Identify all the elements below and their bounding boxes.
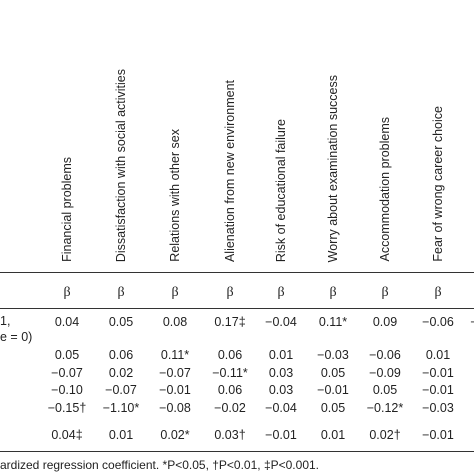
cell: −0.10 — [51, 383, 83, 397]
row-label: 1, — [0, 314, 11, 328]
cell: 0.17‡ — [214, 315, 246, 329]
cell: 0.05 — [320, 366, 346, 380]
cell: −0.03 — [317, 348, 349, 362]
cell: −0.08 — [159, 401, 191, 415]
footnote: ardized regression coefficient. *P<0.05,… — [0, 458, 319, 472]
cell: −0.07 — [105, 383, 137, 397]
beta-label: β — [381, 285, 389, 300]
column-header: Dissatisfaction with social activities — [114, 69, 128, 263]
rule — [0, 451, 474, 452]
cell: −0.01 — [422, 366, 454, 380]
column-header: Worry about examination success — [326, 75, 340, 263]
cell: −0.07 — [51, 366, 83, 380]
cell: 0.01 — [425, 348, 451, 362]
cell: −0.01 — [317, 383, 349, 397]
cell: −0.04 — [265, 315, 297, 329]
column-header: Risk of educational failure — [274, 119, 288, 263]
cell: 0.05 — [108, 315, 134, 329]
cell: −0.01 — [159, 383, 191, 397]
column-header: Fear of wrong career choice — [431, 106, 445, 262]
cell: −0.03 — [422, 401, 454, 415]
cell: 0.06 — [217, 348, 243, 362]
cell: −0.06 — [369, 348, 401, 362]
cell: 0.05 — [320, 401, 346, 415]
cell: 0.01 — [268, 348, 294, 362]
column-header: Relations with other sex — [168, 129, 182, 262]
cell: 0.01 — [320, 428, 346, 442]
cell: 0.02† — [369, 428, 401, 442]
cell: 0.01 — [108, 428, 134, 442]
rule — [0, 272, 474, 273]
column-header: Financial problems — [60, 157, 74, 262]
cell: 0.05 — [54, 348, 80, 362]
column-header: Accommodation problems — [378, 117, 392, 262]
cell: 0.06 — [217, 383, 243, 397]
beta-label: β — [63, 285, 71, 300]
cell: 0.06 — [108, 348, 134, 362]
beta-label: β — [117, 285, 125, 300]
cell: −0.11* — [212, 366, 248, 380]
cell: −0.01 — [422, 428, 454, 442]
cell: 0.02* — [160, 428, 190, 442]
cell: 0.03† — [214, 428, 246, 442]
cell: −0.09 — [369, 366, 401, 380]
cell: 0.08 — [162, 315, 188, 329]
cell: 0.09 — [372, 315, 398, 329]
row-label: e = 0) — [0, 330, 33, 344]
cell: −0.15† — [47, 401, 87, 415]
rule — [0, 308, 474, 309]
cell: −0.04 — [265, 401, 297, 415]
cell: −0.02 — [214, 401, 246, 415]
beta-label: β — [171, 285, 179, 300]
cell: −0.01 — [265, 428, 297, 442]
cell: 0.02 — [108, 366, 134, 380]
cell: −1.10* — [102, 401, 140, 415]
cell: 0.03 — [268, 383, 294, 397]
column-header: Alienation from new environment — [223, 80, 237, 263]
cell: 0.03 — [268, 366, 294, 380]
cell: −0.07 — [159, 366, 191, 380]
cell: −0.01 — [422, 383, 454, 397]
cell: −0.12* — [366, 401, 404, 415]
cell: −0.06 — [422, 315, 454, 329]
cell: 0.04 — [54, 315, 80, 329]
cell: 0.11* — [318, 315, 348, 329]
cell: − — [470, 315, 474, 329]
beta-label: β — [434, 285, 442, 300]
cell: 0.05 — [372, 383, 398, 397]
cell: 0.11* — [160, 348, 190, 362]
cell: 0.04‡ — [51, 428, 83, 442]
beta-label: β — [226, 285, 234, 300]
beta-label: β — [277, 285, 285, 300]
beta-label: β — [329, 285, 337, 300]
